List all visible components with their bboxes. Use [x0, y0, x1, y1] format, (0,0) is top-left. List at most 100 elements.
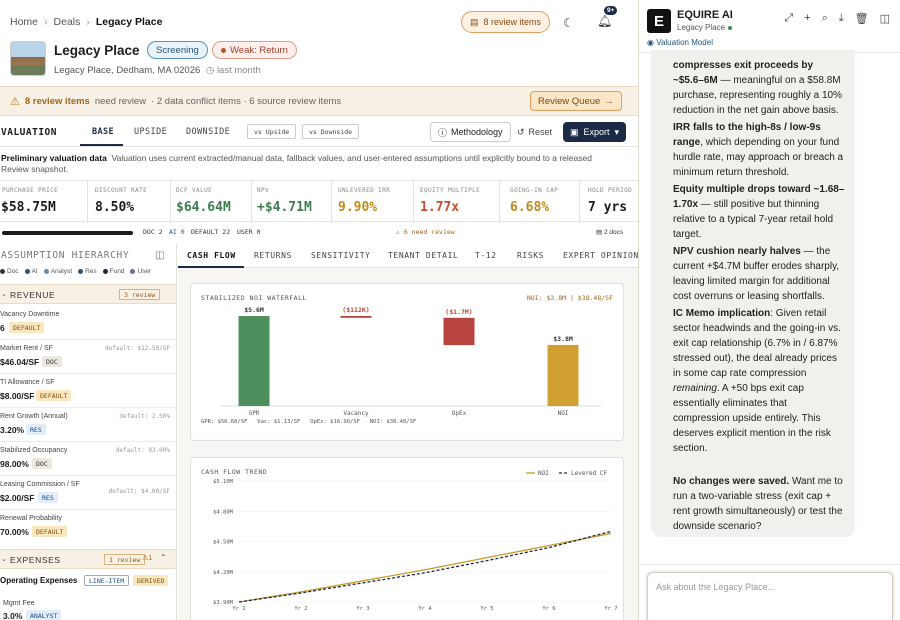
assumption-ti-allowance[interactable]: TI Allowance / SF $8.00/SF DEFAULT [0, 374, 176, 408]
waterfall-bar [443, 317, 475, 346]
waterfall-category-label: GPR [249, 410, 260, 417]
coverage-docs[interactable]: ▤ 2 docs [596, 229, 624, 236]
tab-tenant-detail[interactable]: TENANT DETAIL [388, 251, 459, 260]
tab-sensitivity[interactable]: SENSITIVITY [311, 251, 371, 260]
metric-label: DCF VALUE [176, 187, 213, 194]
tab-risks[interactable]: RISKS [517, 251, 545, 260]
assumption-label: Vacancy Downtime [0, 311, 60, 318]
property-address: Legacy Place, Dedham, MA 02026 [54, 65, 201, 76]
metrics-strip: PURCHASE PRICE $58.75M DISCOUNT RATE 8.50%… [0, 180, 638, 223]
source-badge: RES [38, 492, 58, 503]
moon-icon[interactable]: ☾ [563, 16, 574, 30]
assumption-label: Operating Expenses [0, 576, 78, 585]
assumption-value: $8.00/SF [0, 391, 35, 401]
cash-flow-content: STABILIZED NOI WATERFALL NOI: $3.8M | $3… [178, 268, 638, 620]
assistant-panel: E EQUIRE AI Legacy Place ⤢ + ⌕ ⤓ 🗑︎ ◫ ◉ … [638, 0, 900, 620]
coverage-need-review[interactable]: ⚠ 6 need review [396, 228, 455, 236]
coverage-doc: DOC 2 [143, 228, 163, 236]
assistant-title: EQUIRE AI [677, 9, 733, 21]
assumption-stabilized-occupancy[interactable]: Stabilized Occupancy default: 93.00% 98.00… [0, 442, 176, 476]
trash-icon[interactable]: 🗑︎ [854, 13, 869, 25]
export-label: Export [583, 127, 610, 137]
valuation-toolbar: VALUATION BASE UPSIDE DOWNSIDE vs Upside… [0, 117, 638, 147]
assistant-context: Legacy Place [677, 23, 726, 32]
methodology-button[interactable]: ⓘ Methodology [430, 122, 511, 142]
legend-label: NOI [538, 470, 549, 477]
assumption-mgmt-fee[interactable]: Mgmt Fee 3.0% ANALYST [0, 594, 176, 620]
section-revenue[interactable]: ⌄ REVENUE 3 review [0, 284, 176, 304]
coverage-bar [2, 231, 133, 235]
section-revenue-label: REVENUE [10, 290, 56, 300]
metric-value: $64.64M [176, 200, 231, 215]
noi-waterfall-card: STABILIZED NOI WATERFALL NOI: $3.8M | $3… [190, 283, 624, 441]
methodology-label: Methodology [451, 127, 503, 137]
scenario-tab-upside[interactable]: UPSIDE [134, 127, 168, 137]
analysis-tabs: CASH FLOW RETURNS SENSITIVITY TENANT DET… [178, 244, 638, 268]
help-icon: ⓘ [438, 127, 448, 138]
assumption-value: $46.04/SF [0, 357, 40, 367]
legend-user: User [130, 268, 151, 275]
vs-downside-button[interactable]: vs Downside [302, 124, 360, 139]
x-tick-label: Yr 1 [232, 606, 245, 612]
metric-unlevered-irr: UNLEVERED IRR 9.90% [332, 181, 414, 223]
breadcrumb-home[interactable]: Home [10, 16, 39, 28]
page-title: Legacy Place [54, 43, 140, 58]
rating-tag[interactable]: Weak: Return [212, 41, 297, 59]
legend-ai: AI [24, 268, 38, 275]
breadcrumb-deals[interactable]: Deals [53, 16, 81, 28]
assumption-rent-growth[interactable]: Rent Growth (Annual) default: 2.50% 3.20% R… [0, 408, 176, 442]
metric-purchase-price: PURCHASE PRICE $58.75M [0, 181, 88, 223]
valuation-model-context[interactable]: ◉ Valuation Model [647, 38, 713, 47]
status-tag[interactable]: Screening [147, 41, 208, 59]
source-badge: RES [26, 424, 46, 435]
assumption-label: Stabilized Occupancy [0, 447, 68, 454]
online-dot-icon [728, 25, 733, 30]
waterfall-bar [547, 344, 579, 406]
tab-cash-flow[interactable]: CASH FLOW [187, 251, 236, 260]
scenario-tab-base[interactable]: BASE [92, 127, 115, 137]
waterfall-footer: GPR: $56.60/SF Vac: $1.13/SF OpEx: $16.9… [201, 419, 417, 425]
assumption-vacancy-downtime[interactable]: Vacancy Downtime 6 DEFAULT [0, 306, 176, 340]
assumption-default: default: $4.00/SF [108, 488, 170, 495]
banner-need-review: need review [94, 95, 147, 107]
valuation-title: VALUATION [1, 127, 57, 138]
panel-collapse-icon[interactable]: ◫ [155, 250, 165, 261]
notice-bold: Preliminary valuation data [1, 153, 107, 163]
scenario-tab-downside[interactable]: DOWNSIDE [186, 127, 231, 137]
assumption-renewal-probability[interactable]: Renewal Probability 70.00% DEFAULT [0, 510, 176, 544]
review-queue-button[interactable]: Review Queue → [530, 91, 622, 111]
tab-returns[interactable]: RETURNS [254, 251, 292, 260]
section-expenses[interactable]: ⌄ EXPENSES 1 review ⚠1 ⌃ [0, 549, 176, 569]
review-items-pill[interactable]: ▤ 8 review items [461, 11, 551, 33]
expand-icon[interactable]: ⤢ [784, 12, 794, 24]
metric-label: PURCHASE PRICE [2, 187, 59, 194]
sidebar-toggle-icon[interactable]: ◫ [879, 13, 890, 25]
legend-label: Fund [109, 268, 125, 275]
download-icon[interactable]: ⤓ [838, 12, 844, 24]
review-items-label: 8 review items [483, 17, 542, 27]
chevron-up-icon[interactable]: ⌃ [160, 553, 167, 562]
chat-input[interactable]: Ask about the Legacy Place... [647, 572, 893, 620]
reset-icon: ↺ [517, 126, 525, 137]
expense-warn-count: 1 [148, 555, 153, 562]
plus-icon[interactable]: + [804, 12, 811, 24]
vs-upside-button[interactable]: vs Upside [247, 124, 297, 139]
reset-label: Reset [528, 127, 553, 137]
export-button[interactable]: ▣ Export ▾ [563, 122, 627, 142]
tab-t-12[interactable]: T-12 [475, 251, 497, 260]
banner-review-items[interactable]: 8 review items [24, 95, 90, 107]
tab-expert-opinion[interactable]: EXPERT OPINION [563, 251, 638, 260]
assumption-leasing-commission[interactable]: Leasing Commission / SF default: $4.00/SF… [0, 476, 176, 510]
reset-button[interactable]: ↺ Reset [517, 122, 552, 142]
search-icon[interactable]: ⌕ [821, 12, 828, 24]
metric-value: 1.77x [420, 200, 460, 215]
legend-label: Res [85, 268, 97, 275]
metric-hold-period: HOLD PERIOD 7 yrs [580, 181, 638, 223]
legend-res: Res [78, 268, 97, 275]
assumption-label: Mgmt Fee [3, 600, 35, 607]
metric-value: $58.75M [1, 200, 56, 215]
assumption-market-rent[interactable]: Market Rent / SF default: $12.50/SF $46.04… [0, 340, 176, 374]
assumption-operating-expenses[interactable]: Operating Expenses LINE-ITEM DERIVED [0, 570, 176, 592]
bell-icon[interactable]: 🔔︎ [597, 14, 613, 28]
